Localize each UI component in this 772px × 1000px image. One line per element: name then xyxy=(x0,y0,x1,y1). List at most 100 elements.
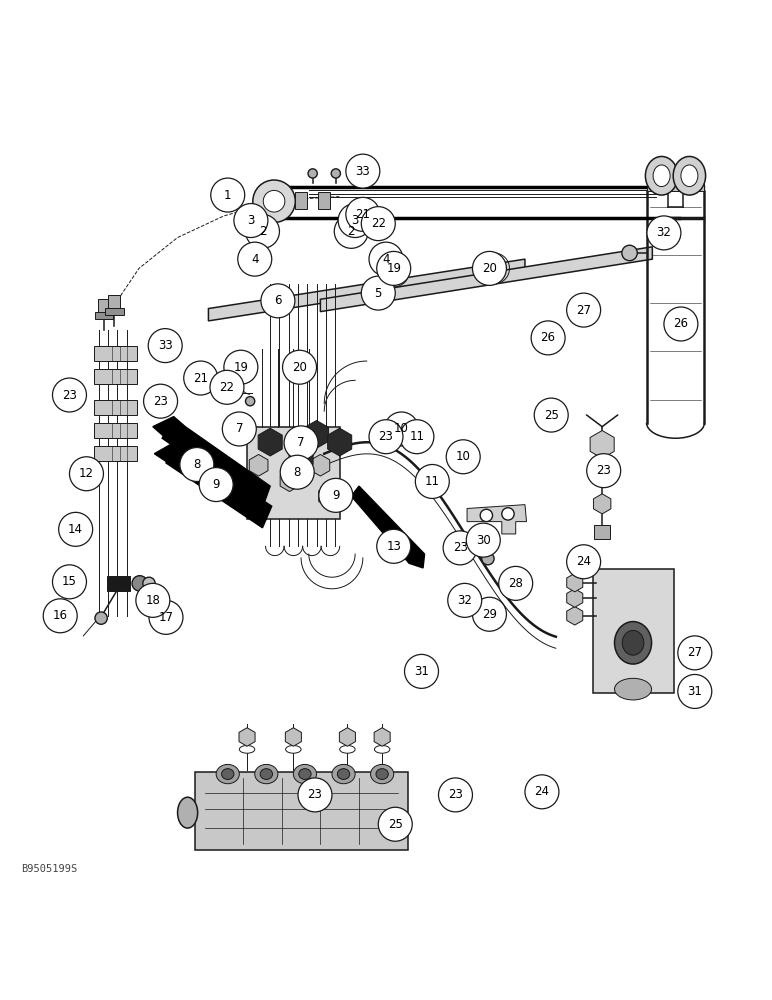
Circle shape xyxy=(59,512,93,546)
Text: 10: 10 xyxy=(455,450,471,463)
Circle shape xyxy=(245,214,279,248)
Circle shape xyxy=(238,242,272,276)
Circle shape xyxy=(482,552,494,565)
Text: 9: 9 xyxy=(332,489,340,502)
Text: 20: 20 xyxy=(482,262,497,275)
Circle shape xyxy=(52,378,86,412)
Ellipse shape xyxy=(216,764,239,784)
Circle shape xyxy=(136,583,170,617)
Circle shape xyxy=(319,478,353,512)
Circle shape xyxy=(52,565,86,599)
Ellipse shape xyxy=(374,745,390,753)
Text: 24: 24 xyxy=(576,555,591,568)
Text: 8: 8 xyxy=(293,466,301,479)
Circle shape xyxy=(438,778,472,812)
Circle shape xyxy=(415,464,449,498)
Ellipse shape xyxy=(299,769,311,779)
Circle shape xyxy=(678,674,712,708)
Bar xyxy=(94,369,137,384)
Circle shape xyxy=(369,420,403,454)
Text: 3: 3 xyxy=(247,214,255,227)
Circle shape xyxy=(499,566,533,600)
Text: 3: 3 xyxy=(351,214,359,227)
Ellipse shape xyxy=(260,769,273,779)
Polygon shape xyxy=(409,554,425,568)
Text: 28: 28 xyxy=(508,577,523,590)
Bar xyxy=(247,427,340,519)
Text: 32: 32 xyxy=(457,594,472,607)
Polygon shape xyxy=(467,505,527,534)
Text: 17: 17 xyxy=(158,611,174,624)
Circle shape xyxy=(534,398,568,432)
Ellipse shape xyxy=(255,764,278,784)
Circle shape xyxy=(502,508,514,520)
Circle shape xyxy=(261,284,295,318)
Text: 19: 19 xyxy=(233,361,249,374)
Ellipse shape xyxy=(263,190,285,212)
Circle shape xyxy=(165,349,174,358)
Circle shape xyxy=(448,583,482,617)
Bar xyxy=(98,299,110,313)
Circle shape xyxy=(69,457,103,491)
Circle shape xyxy=(245,397,255,406)
Circle shape xyxy=(472,597,506,631)
Circle shape xyxy=(400,420,434,454)
Text: 26: 26 xyxy=(673,317,689,330)
Circle shape xyxy=(346,154,380,188)
Circle shape xyxy=(472,251,506,285)
Circle shape xyxy=(664,307,698,341)
Circle shape xyxy=(346,197,380,231)
Circle shape xyxy=(298,778,332,812)
Polygon shape xyxy=(166,441,272,528)
Circle shape xyxy=(446,440,480,474)
Ellipse shape xyxy=(293,764,317,784)
Circle shape xyxy=(647,216,681,250)
Circle shape xyxy=(567,293,601,327)
Circle shape xyxy=(443,531,477,565)
Polygon shape xyxy=(154,441,176,463)
Bar xyxy=(94,446,137,461)
Circle shape xyxy=(180,448,214,481)
Polygon shape xyxy=(153,417,174,438)
Ellipse shape xyxy=(371,764,394,784)
Text: 16: 16 xyxy=(52,609,68,622)
Ellipse shape xyxy=(337,769,350,779)
Bar xyxy=(94,400,137,415)
Circle shape xyxy=(622,245,638,261)
Bar xyxy=(94,423,137,438)
Circle shape xyxy=(144,384,178,418)
Polygon shape xyxy=(208,259,525,321)
Ellipse shape xyxy=(653,165,670,187)
Ellipse shape xyxy=(286,745,301,753)
Bar xyxy=(108,295,120,309)
Ellipse shape xyxy=(253,180,296,222)
Text: 15: 15 xyxy=(62,575,77,588)
Text: 31: 31 xyxy=(414,665,429,678)
Bar xyxy=(594,525,610,539)
Circle shape xyxy=(354,169,364,178)
Text: 14: 14 xyxy=(68,523,83,536)
Ellipse shape xyxy=(615,622,652,664)
Text: 6: 6 xyxy=(274,294,282,307)
Text: 13: 13 xyxy=(386,540,401,553)
Ellipse shape xyxy=(681,165,698,187)
Bar xyxy=(107,576,130,591)
Text: 2: 2 xyxy=(259,225,266,238)
Text: B9505199S: B9505199S xyxy=(22,864,78,874)
Bar xyxy=(318,192,330,209)
Ellipse shape xyxy=(622,630,644,655)
Circle shape xyxy=(334,214,368,248)
Text: 33: 33 xyxy=(157,339,173,352)
Circle shape xyxy=(95,612,107,624)
Polygon shape xyxy=(162,417,270,508)
Text: 23: 23 xyxy=(62,389,77,402)
Text: 23: 23 xyxy=(307,788,323,801)
FancyBboxPatch shape xyxy=(593,569,673,693)
Text: 4: 4 xyxy=(382,253,390,266)
Text: 10: 10 xyxy=(394,422,409,435)
Circle shape xyxy=(405,654,438,688)
Circle shape xyxy=(361,276,395,310)
FancyBboxPatch shape xyxy=(195,772,408,850)
Circle shape xyxy=(132,576,147,591)
Circle shape xyxy=(283,350,317,384)
